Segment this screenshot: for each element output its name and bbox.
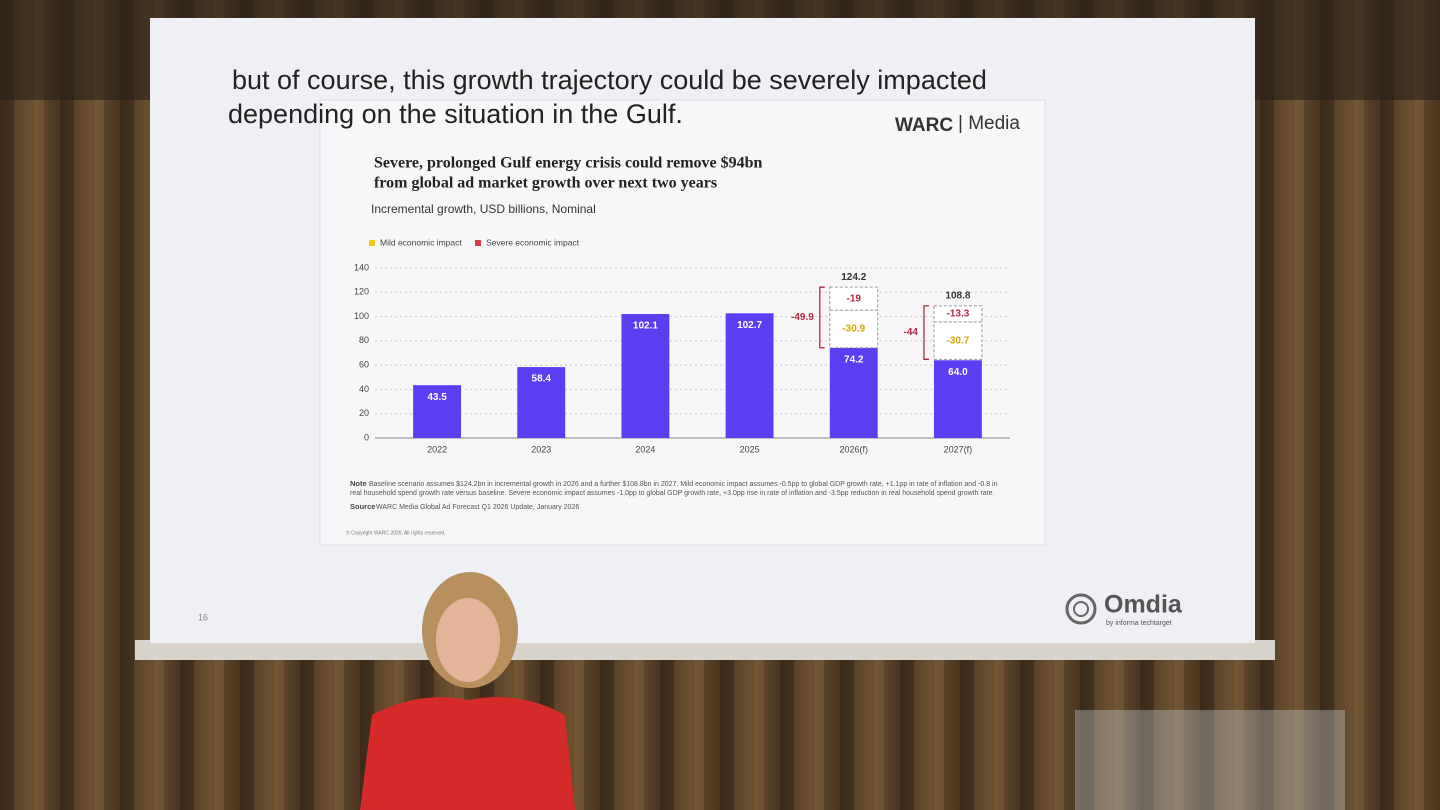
y-tick-label: 0 bbox=[364, 432, 369, 442]
bar bbox=[933, 360, 982, 438]
chart-title: Severe, prolonged Gulf energy crisis cou… bbox=[374, 155, 763, 172]
legend-label: Mild economic impact bbox=[380, 237, 462, 247]
y-tick-label: 40 bbox=[359, 384, 369, 394]
copyright: © Copyright WARC 2026. All rights reserv… bbox=[346, 529, 445, 536]
presenter-face bbox=[436, 598, 500, 682]
bar-value-label: 74.2 bbox=[844, 355, 864, 366]
brand-icon bbox=[1065, 593, 1097, 625]
note-label: Note bbox=[350, 479, 367, 488]
bar-value-label: 58.4 bbox=[532, 374, 552, 385]
chart-subtitle: Incremental growth, USD billions, Nomina… bbox=[371, 202, 596, 216]
bar-value-label: 64.0 bbox=[948, 367, 968, 378]
x-tick-label: 2025 bbox=[740, 444, 760, 454]
presenter-body bbox=[360, 697, 575, 810]
page-number: 16 bbox=[198, 612, 208, 622]
panel-logo: WARC bbox=[895, 115, 953, 136]
bar bbox=[413, 385, 462, 438]
bar-value-label: 43.5 bbox=[427, 392, 447, 403]
bar-value-label: 102.1 bbox=[633, 321, 658, 332]
y-tick-label: 20 bbox=[359, 408, 369, 418]
impact-segment bbox=[829, 286, 879, 311]
note: Baseline scenario assumes $124.2bn in in… bbox=[369, 481, 998, 488]
impact-label: -30.7 bbox=[947, 335, 970, 346]
bar bbox=[829, 347, 878, 438]
chart-title: from global ad market growth over next t… bbox=[374, 175, 717, 192]
y-tick-label: 120 bbox=[354, 287, 369, 297]
bar bbox=[517, 367, 566, 438]
total-label: 124.2 bbox=[841, 272, 866, 283]
impact-bracket bbox=[923, 305, 929, 360]
x-tick-label: 2024 bbox=[635, 444, 655, 454]
impact-label: -19 bbox=[847, 293, 862, 304]
impact-segment bbox=[829, 309, 879, 349]
bar bbox=[725, 313, 774, 438]
headline: but of course, this growth trajectory co… bbox=[232, 65, 987, 95]
headline: depending on the situation in the Gulf. bbox=[228, 99, 683, 129]
impact-total-label: -49.9 bbox=[791, 312, 814, 323]
legend-swatch bbox=[369, 240, 375, 246]
y-tick-label: 60 bbox=[359, 360, 369, 370]
panel-logo: | Media bbox=[958, 113, 1020, 134]
x-tick-label: 2026(f) bbox=[839, 444, 868, 454]
total-label: 108.8 bbox=[945, 291, 970, 302]
impact-segment bbox=[933, 321, 983, 360]
brand-icon bbox=[1073, 601, 1089, 617]
legend-swatch bbox=[475, 240, 481, 246]
impact-label: -30.9 bbox=[842, 324, 865, 335]
impact-segment bbox=[933, 305, 983, 323]
brand-tagline: by informa techtarget bbox=[1106, 620, 1172, 627]
impact-total-label: -44 bbox=[904, 327, 919, 338]
y-tick-label: 140 bbox=[354, 262, 369, 272]
legend-label: Severe economic impact bbox=[486, 237, 580, 247]
screen-bottom-bar bbox=[135, 640, 1275, 660]
bar bbox=[621, 314, 670, 438]
impact-label: -13.3 bbox=[947, 309, 970, 320]
x-tick-label: 2022 bbox=[427, 444, 447, 454]
x-tick-label: 2027(f) bbox=[944, 444, 973, 454]
y-tick-label: 100 bbox=[354, 311, 369, 321]
brand: Omdia bbox=[1104, 591, 1183, 619]
bar-value-label: 102.7 bbox=[737, 320, 762, 331]
impact-bracket bbox=[819, 286, 825, 349]
source: WARC Media Global Ad Forecast Q1 2026 Up… bbox=[376, 504, 579, 511]
x-tick-label: 2023 bbox=[531, 444, 551, 454]
note: real household spend growth rate versus … bbox=[350, 490, 994, 497]
y-tick-label: 80 bbox=[359, 335, 369, 345]
source-label: Source bbox=[350, 502, 375, 511]
lectern bbox=[1075, 710, 1345, 810]
